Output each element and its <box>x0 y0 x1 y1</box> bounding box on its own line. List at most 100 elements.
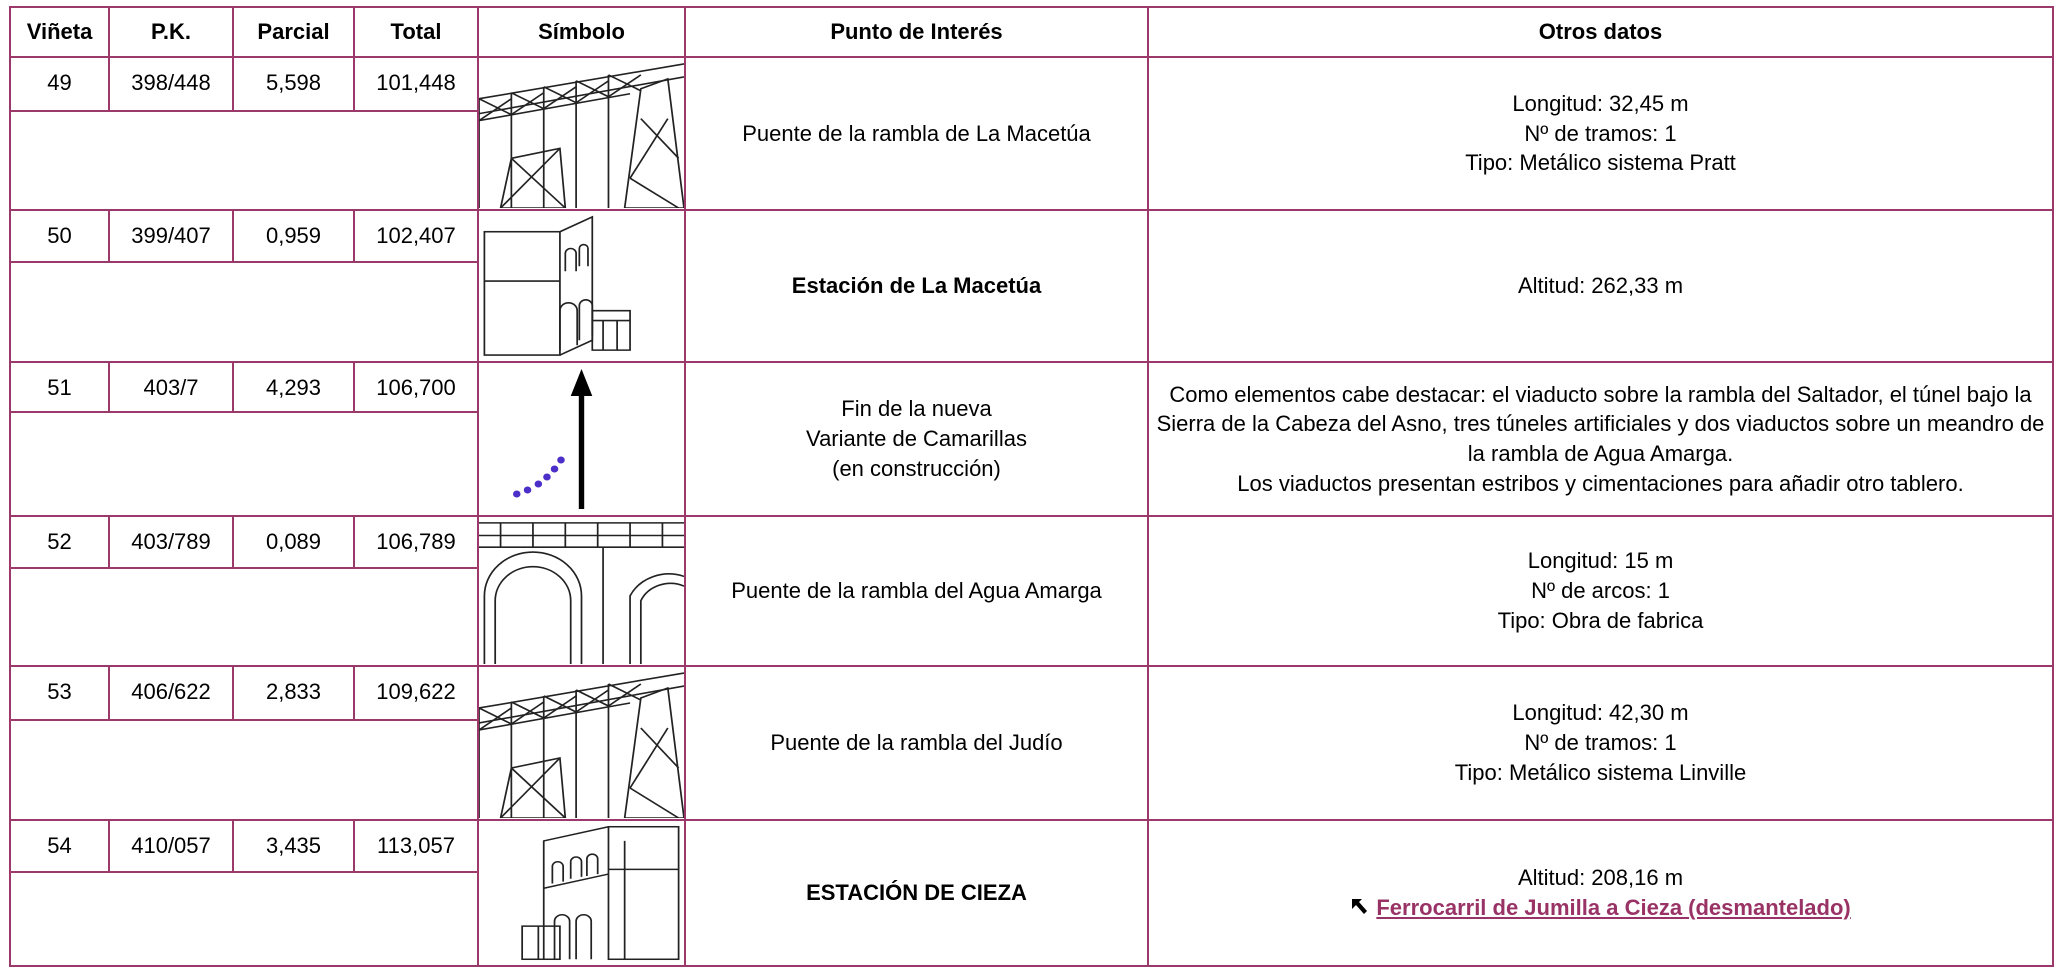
point-cell: ESTACIÓN DE CIEZA <box>684 819 1149 967</box>
symbol-cell <box>477 209 686 363</box>
other-line: Tipo: Metálico sistema Pratt <box>1465 150 1736 176</box>
symbol <box>479 522 684 664</box>
symbol-cell <box>477 665 686 821</box>
other-line: Nº de tramos: 1 <box>1524 730 1677 756</box>
column-header: Total <box>353 6 479 58</box>
column-header: Viñeta <box>9 6 110 58</box>
symbol <box>512 369 593 509</box>
cell-parcial: 2,833 <box>232 665 355 721</box>
row: 54 410/057 3,435 113,057 ESTACIÓN DE CIEZA A… <box>9 819 2054 967</box>
point-line: Variante de Camarillas <box>806 426 1027 452</box>
symbol <box>483 215 631 356</box>
itinerary-table: Viñeta P.K. Parcial Total Símbolo Punto de In… <box>9 6 2054 967</box>
other-line: Tipo: Metálico sistema Linville <box>1454 759 1747 785</box>
row: 49 398/448 5,598 101,448 Puente de la rambl… <box>9 56 2054 211</box>
point-line: ESTACIÓN DE CIEZA <box>806 880 1027 906</box>
cell-pk: 403/7 <box>108 361 234 413</box>
cell-vineta: 51 <box>9 361 110 413</box>
point-cell: Fin de la nueva Variante de Camarillas (en… <box>684 361 1149 517</box>
point-line: (en construcción) <box>832 455 1001 481</box>
empty-cell <box>9 567 479 667</box>
empty-cell <box>9 719 479 821</box>
link[interactable]: Ferrocarril de Jumilla a Cieza (desmante… <box>1376 895 1851 920</box>
other-line: Los viaductos presentan estribos y cimen… <box>1237 470 1964 496</box>
other-cell: Altitud: 262,33 m <box>1147 209 2054 363</box>
point-line: Estación de La Macetúa <box>791 273 1042 299</box>
cell-vineta: 54 <box>9 819 110 873</box>
other-line: Longitud: 15 m <box>1527 548 1674 574</box>
header-row: Viñeta P.K. Parcial Total Símbolo Punto de In… <box>9 6 2054 58</box>
cell-parcial: 0,959 <box>232 209 355 263</box>
column-header: P.K. <box>108 6 234 58</box>
other-cell: Longitud: 15 m Nº de arcos: 1 Tipo: Obra d… <box>1147 515 2054 667</box>
row: 53 406/622 2,833 109,622 Puente de la rambl… <box>9 665 2054 821</box>
point-cell: Puente de la rambla de La Macetúa <box>684 56 1149 211</box>
symbol-cell <box>477 361 686 517</box>
cell-vineta: 53 <box>9 665 110 721</box>
cell-vineta: 52 <box>9 515 110 569</box>
symbol-cell <box>477 56 686 211</box>
symbol <box>521 825 680 961</box>
cell-total: 106,700 <box>353 361 479 413</box>
row-extension <box>9 110 2053 211</box>
cell-pk: 398/448 <box>108 56 234 112</box>
other-line: Nº de arcos: 1 <box>1531 578 1670 604</box>
row-extension <box>9 719 2053 821</box>
other-line: Nº de tramos: 1 <box>1524 120 1677 146</box>
other-line: Tipo: Obra de fabrica <box>1497 607 1704 633</box>
column-header: Otros datos <box>1147 6 2054 58</box>
cell-parcial: 3,435 <box>232 819 355 873</box>
link-line: Ferrocarril de Jumilla a Cieza (desmante… <box>1153 893 2048 923</box>
column-header: Parcial <box>232 6 355 58</box>
row-extension <box>9 411 2053 517</box>
empty-cell <box>9 110 479 211</box>
cell-parcial: 5,598 <box>232 56 355 112</box>
empty-cell <box>9 261 479 363</box>
point-line: Puente de la rambla del Judío <box>770 730 1063 756</box>
other-line: Longitud: 42,30 m <box>1512 700 1689 726</box>
other-line: Altitud: 208,16 m <box>1517 865 1684 891</box>
point-cell: Puente de la rambla del Agua Amarga <box>684 515 1149 667</box>
symbol-cell <box>477 515 686 667</box>
row-extension <box>9 871 2053 967</box>
other-line: Como elementos cabe destacar: el viaduct… <box>1156 381 2045 466</box>
column-header: Punto de Interés <box>684 6 1149 58</box>
cell-total: 102,407 <box>353 209 479 263</box>
other-line: Longitud: 32,45 m <box>1512 90 1689 116</box>
point-cell: Estación de La Macetúa <box>684 209 1149 363</box>
empty-cell <box>9 871 479 967</box>
point-line: Puente de la rambla del Agua Amarga <box>731 578 1102 604</box>
other-cell: Como elementos cabe destacar: el viaduct… <box>1147 361 2054 517</box>
other-cell: Longitud: 32,45 m Nº de tramos: 1 Tipo: Me… <box>1147 56 2054 211</box>
cell-total: 113,057 <box>353 819 479 873</box>
point-cell: Puente de la rambla del Judío <box>684 665 1149 821</box>
symbol <box>479 672 684 818</box>
empty-cell <box>9 411 479 517</box>
point-line: Puente de la rambla de La Macetúa <box>742 120 1091 146</box>
cell-vineta: 50 <box>9 209 110 263</box>
cell-total: 101,448 <box>353 56 479 112</box>
cell-total: 109,622 <box>353 665 479 721</box>
cell-parcial: 4,293 <box>232 361 355 413</box>
column-header: Símbolo <box>477 6 686 58</box>
symbol <box>479 63 684 208</box>
other-cell: Longitud: 42,30 m Nº de tramos: 1 Tipo: Me… <box>1147 665 2054 821</box>
link-icon <box>1350 895 1376 920</box>
arrow-icon <box>1352 899 1368 914</box>
cell-parcial: 0,089 <box>232 515 355 569</box>
cell-pk: 403/789 <box>108 515 234 569</box>
row-extension <box>9 567 2053 667</box>
cell-pk: 410/057 <box>108 819 234 873</box>
cell-pk: 399/407 <box>108 209 234 263</box>
symbol-cell <box>477 819 686 967</box>
other-line: Altitud: 262,33 m <box>1517 273 1684 299</box>
cell-pk: 406/622 <box>108 665 234 721</box>
row: 50 399/407 0,959 102,407 Estación de La Mac… <box>9 209 2054 363</box>
row: 52 403/789 0,089 106,789 Puente de la rambl… <box>9 515 2054 667</box>
other-cell: Altitud: 208,16 m Ferrocarril de Jumilla… <box>1147 819 2054 967</box>
cell-vineta: 49 <box>9 56 110 112</box>
row: 51 403/7 4,293 106,700 Fin de la nueva Varia… <box>9 361 2054 517</box>
row-extension <box>9 261 2053 363</box>
